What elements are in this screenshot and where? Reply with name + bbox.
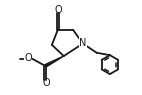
Text: O: O bbox=[54, 5, 62, 15]
Text: O: O bbox=[24, 53, 32, 63]
Text: N: N bbox=[79, 38, 86, 48]
Polygon shape bbox=[45, 56, 64, 67]
Text: O: O bbox=[42, 78, 50, 88]
